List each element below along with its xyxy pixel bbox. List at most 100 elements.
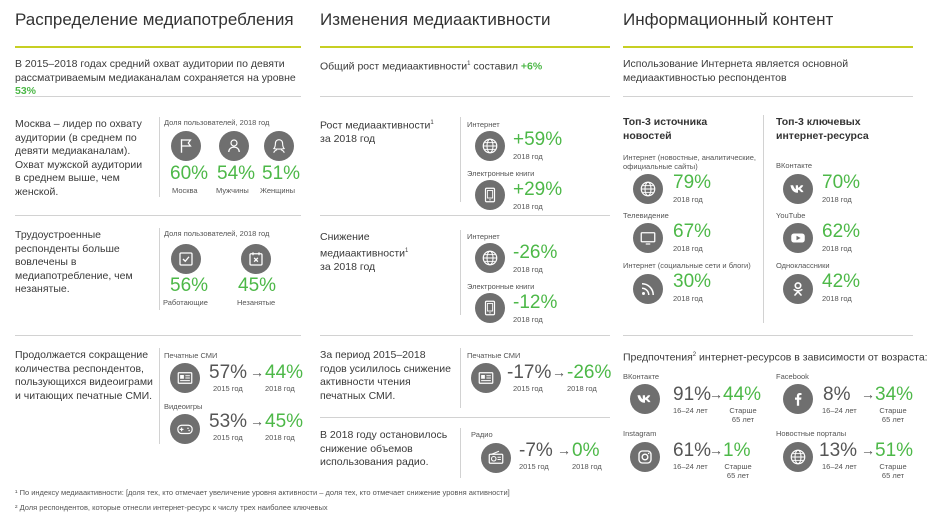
ebook-decline-label: 2018 год bbox=[513, 315, 543, 324]
pref-instagram-young-label: 16–24 лет bbox=[673, 462, 708, 471]
flag-icon bbox=[171, 131, 201, 161]
stat-moscow-value: 60% bbox=[170, 163, 209, 184]
ebook-decline-title: Электронные книги bbox=[467, 282, 535, 291]
globe-icon bbox=[633, 174, 663, 204]
stat-employed-label: Работающие bbox=[163, 298, 208, 307]
stat-moscow-label: Москва bbox=[172, 186, 198, 195]
radio-2015-label: 2015 год bbox=[519, 462, 549, 471]
vk-icon bbox=[783, 174, 813, 204]
resource-ok-label: 2018 год bbox=[822, 294, 852, 303]
ebook-icon bbox=[475, 180, 505, 210]
resource-ok-title: Одноклассники bbox=[776, 261, 830, 270]
news-internet-sites-title: Интернет (новостные, аналитические, офиц… bbox=[623, 153, 756, 171]
pref-instagram-old-value: 1% bbox=[723, 440, 751, 461]
col2-block4-text: В 2018 году остановилось снижение объемо… bbox=[320, 429, 448, 468]
col1-intro: В 2015–2018 годах средний охват аудитори… bbox=[15, 58, 296, 97]
divider-vertical bbox=[763, 115, 764, 323]
print-media-title: Печатные СМИ bbox=[164, 351, 218, 360]
divider-vertical bbox=[159, 348, 160, 444]
radio-2018-label: 2018 год bbox=[572, 462, 602, 471]
pref-vk-old-value: 44% bbox=[723, 384, 762, 405]
divider bbox=[15, 96, 301, 97]
stat-women-value: 51% bbox=[262, 163, 301, 184]
divider bbox=[320, 417, 610, 418]
globe-icon bbox=[783, 442, 813, 472]
vk-icon bbox=[630, 384, 660, 414]
checkbox-icon bbox=[171, 244, 201, 274]
divider bbox=[320, 215, 610, 216]
stat-employed-value: 56% bbox=[170, 275, 209, 296]
print-media-activity-2015-value: -17% bbox=[507, 362, 552, 383]
pref-facebook-old-label: Старше 65 лет bbox=[879, 406, 907, 424]
print-media-activity-2018-value: -26% bbox=[567, 362, 612, 383]
col1-block1-caption: Доля пользователей, 2018 год bbox=[164, 118, 270, 127]
resource-youtube-title: YouTube bbox=[776, 211, 806, 220]
news-social-title: Интернет (социальные сети и блоги) bbox=[623, 261, 751, 270]
internet-growth-title: Интернет bbox=[467, 120, 500, 129]
divider-vertical bbox=[460, 230, 461, 315]
print-media-2018-label: 2018 год bbox=[265, 384, 295, 393]
print-media-activity-2018-label: 2018 год bbox=[567, 384, 597, 393]
divider bbox=[623, 96, 913, 97]
col1-block2-caption: Доля пользователей, 2018 год bbox=[164, 229, 270, 238]
col1-block1-text: Москва – лидер по охвату аудитории (в ср… bbox=[15, 118, 143, 198]
divider-vertical bbox=[460, 428, 461, 478]
arrow-right: → bbox=[552, 364, 566, 380]
arrow-right: → bbox=[709, 386, 723, 402]
col2-block1-text: Рост медиаактивности1 за 2018 год bbox=[320, 119, 434, 146]
divider bbox=[320, 335, 610, 336]
print-media-activity-2015-label: 2015 год bbox=[513, 384, 543, 393]
news-social-value: 30% bbox=[673, 271, 712, 292]
divider-vertical bbox=[159, 228, 160, 310]
tv-icon bbox=[633, 223, 663, 253]
pref-instagram-title: Instagram bbox=[623, 429, 657, 438]
pref-facebook-title: Facebook bbox=[776, 372, 809, 381]
pref-vk-title: ВКонтакте bbox=[623, 372, 660, 381]
arrow-right: → bbox=[250, 364, 264, 380]
ebook-growth-value: +29% bbox=[513, 179, 563, 200]
col2-intro: Общий рост медиаактивности1 составил +6% bbox=[320, 60, 543, 73]
footnote-1: ¹ По индексу медиаактивности: [доля тех,… bbox=[15, 488, 510, 497]
column-title-information-content: Информационный контент bbox=[623, 10, 834, 29]
facebook-icon bbox=[783, 384, 813, 414]
newspaper-icon bbox=[170, 363, 200, 393]
arrow-right: → bbox=[557, 442, 571, 458]
resource-youtube-label: 2018 год bbox=[822, 244, 852, 253]
newspaper-icon bbox=[471, 363, 501, 393]
radio-2015-value: -7% bbox=[519, 440, 553, 461]
stat-women-label: Женщины bbox=[260, 186, 296, 195]
ebook-decline-value: -12% bbox=[513, 292, 558, 313]
resource-vk-title: ВКонтакте bbox=[776, 161, 813, 170]
print-media-activity-title: Печатные СМИ bbox=[467, 351, 521, 360]
col1-block2-text: Трудоустроенные респонденты больше вовле… bbox=[15, 229, 133, 295]
pref-facebook-old-value: 34% bbox=[875, 384, 914, 405]
arrow-right: → bbox=[861, 386, 875, 402]
internet-growth-value: +59% bbox=[513, 129, 563, 150]
divider bbox=[320, 96, 610, 97]
video-games-2015-label: 2015 год bbox=[213, 433, 243, 442]
ebook-growth-title: Электронные книги bbox=[467, 169, 535, 178]
pref-facebook-young-value: 8% bbox=[823, 384, 851, 405]
ebook-icon bbox=[475, 293, 505, 323]
divider-vertical bbox=[460, 348, 461, 408]
pref-news-portals-old-label: Старше 65 лет bbox=[879, 462, 907, 480]
video-games-2018-label: 2018 год bbox=[265, 433, 295, 442]
pref-vk-old-label: Старше 65 лет bbox=[729, 406, 757, 424]
divider-vertical bbox=[159, 117, 160, 197]
top-internet-resources-title: Топ-3 ключевых интернет-ресурса bbox=[776, 116, 869, 142]
news-social-label: 2018 год bbox=[673, 294, 703, 303]
internet-decline-value: -26% bbox=[513, 242, 558, 263]
resource-youtube-value: 62% bbox=[822, 221, 861, 242]
male-icon bbox=[219, 131, 249, 161]
header-rule bbox=[15, 46, 301, 48]
video-games-title: Видеоигры bbox=[164, 402, 203, 411]
gamepad-icon bbox=[170, 414, 200, 444]
stat-men-value: 54% bbox=[217, 163, 256, 184]
globe-icon bbox=[475, 131, 505, 161]
divider-vertical bbox=[460, 117, 461, 202]
news-tv-label: 2018 год bbox=[673, 244, 703, 253]
stat-unemployed-label: Незанятые bbox=[237, 298, 276, 307]
top-news-sources-title: Топ-3 источника новостей bbox=[623, 116, 708, 142]
cross-calendar-icon bbox=[241, 244, 271, 274]
pref-facebook-young-label: 16–24 лет bbox=[822, 406, 857, 415]
